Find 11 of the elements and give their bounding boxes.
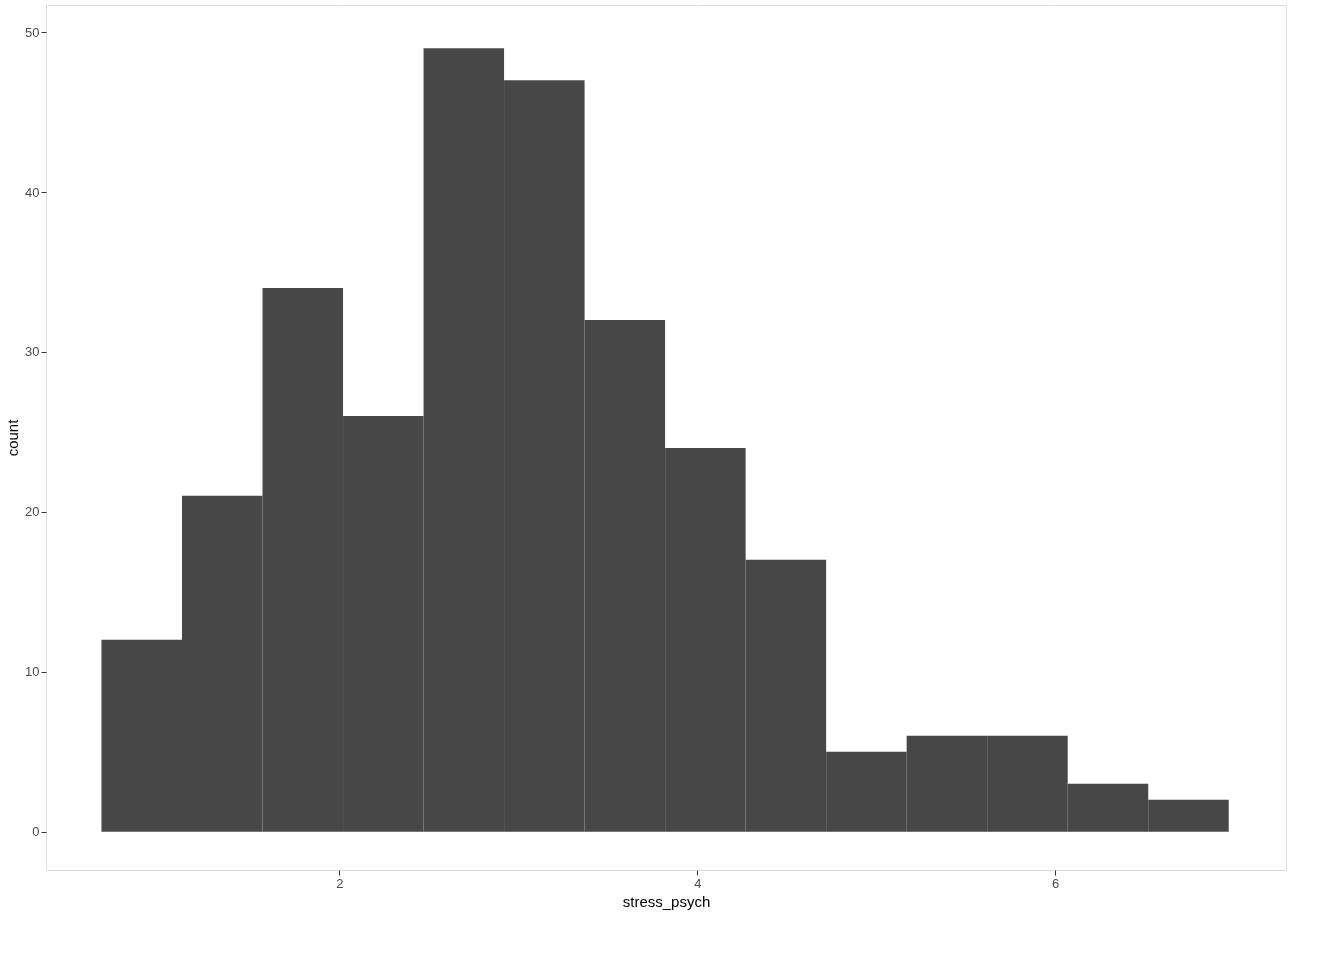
y-axis-title: count (4, 418, 22, 457)
y-tick-label: 30 (25, 344, 40, 360)
y-tick-label: 0 (32, 824, 40, 840)
x-tick-label: 4 (694, 875, 702, 891)
x-tick-label: 2 (336, 875, 344, 891)
y-tick-label: 10 (25, 664, 40, 680)
x-tick-label: 6 (1052, 875, 1060, 891)
x-axis-title: stress_psych (622, 892, 711, 910)
y-tick-label: 50 (25, 24, 40, 40)
y-tick-label: 20 (25, 504, 40, 520)
y-tick-label: 40 (25, 184, 40, 200)
